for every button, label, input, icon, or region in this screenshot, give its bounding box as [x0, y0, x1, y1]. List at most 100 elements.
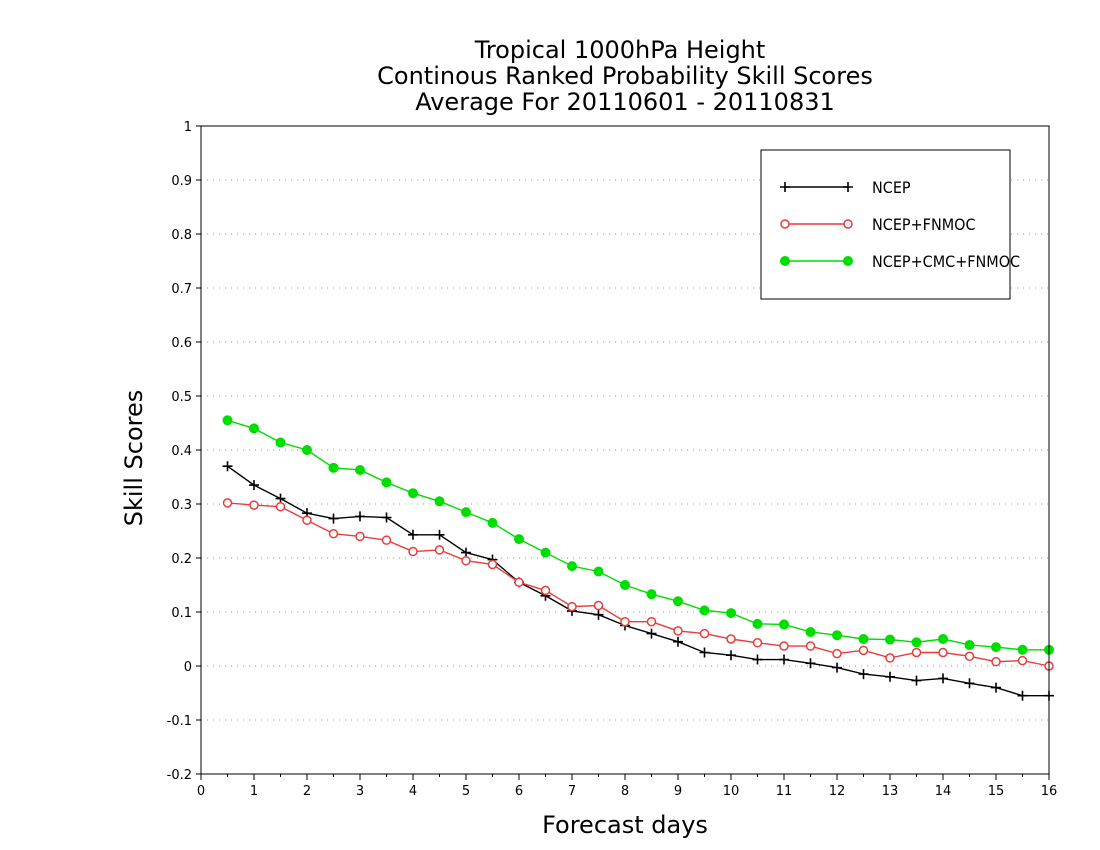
legend-label: NCEP+CMC+FNMOC — [872, 252, 1020, 271]
data-point — [646, 589, 657, 600]
x-tick-label: 7 — [568, 784, 576, 799]
data-point — [646, 628, 657, 639]
data-point — [832, 662, 842, 673]
data-point — [461, 555, 471, 566]
title-line-2: Continous Ranked Probability Skill Score… — [377, 62, 873, 90]
x-tick-label: 3 — [356, 784, 364, 799]
legend-marker — [780, 182, 790, 192]
data-point — [699, 605, 710, 616]
data-point — [593, 609, 604, 620]
data-point — [302, 515, 312, 525]
legend-entry: NCEP+FNMOC — [780, 215, 976, 234]
legend-marker — [780, 219, 790, 229]
data-point — [991, 682, 1001, 693]
data-point — [249, 500, 259, 510]
data-point — [1017, 655, 1028, 666]
data-point — [275, 493, 286, 504]
series-ncep — [222, 461, 1054, 701]
y-tick-label: 0.2 — [171, 552, 192, 567]
legend-label: NCEP — [872, 178, 911, 197]
data-point — [593, 566, 604, 577]
data-point — [805, 626, 816, 637]
data-point — [355, 511, 365, 522]
data-point — [222, 461, 233, 472]
legend-marker — [780, 256, 790, 266]
data-point — [805, 641, 816, 651]
legend-label: NCEP+FNMOC — [872, 215, 976, 234]
data-point — [593, 600, 604, 611]
data-point — [779, 641, 789, 651]
data-point — [885, 634, 895, 645]
series-lines — [222, 415, 1054, 701]
data-point — [673, 626, 683, 636]
y-tick-label: 0.7 — [171, 282, 192, 297]
data-point — [328, 462, 339, 473]
data-point — [885, 671, 895, 682]
data-point — [911, 637, 922, 648]
x-tick-label: 11 — [776, 784, 793, 799]
data-point — [885, 653, 895, 663]
data-point — [434, 529, 445, 540]
x-tick-label: 6 — [515, 784, 523, 799]
legend-entry: NCEP+CMC+FNMOC — [780, 252, 1020, 271]
legend-marker — [843, 256, 853, 266]
data-point — [991, 656, 1001, 667]
title-line-3: Average For 20110601 - 20110831 — [415, 88, 835, 116]
data-point — [726, 608, 736, 619]
y-tick-label: 0.5 — [171, 390, 192, 405]
y-tick-label: -0.2 — [167, 768, 192, 783]
data-point — [381, 477, 392, 488]
x-tick-label: 15 — [988, 784, 1005, 799]
chart-title: Tropical 1000hPa Height Continous Ranked… — [377, 36, 873, 116]
data-point — [673, 636, 683, 647]
data-point — [699, 647, 710, 658]
data-point — [832, 648, 842, 659]
x-tick-label: 9 — [674, 784, 682, 799]
y-tick-label: 0 — [184, 660, 192, 675]
data-point — [567, 601, 577, 612]
data-point — [222, 498, 233, 508]
data-point — [275, 437, 286, 448]
data-point — [1017, 644, 1028, 655]
series-ncep-cmc-fnmoc — [222, 415, 1054, 655]
legend: NCEP NCEP+FNMOC NCEP+CMC+FNMOC — [760, 149, 1020, 300]
data-point — [461, 507, 471, 518]
data-point — [487, 559, 498, 570]
y-tick-label: 0.4 — [171, 444, 192, 459]
data-point — [752, 638, 763, 648]
data-point — [726, 650, 736, 661]
data-point — [805, 658, 816, 669]
data-point — [752, 654, 763, 665]
data-point — [858, 645, 869, 656]
x-tick-label: 4 — [409, 784, 417, 799]
data-point — [964, 651, 975, 662]
axis-ticks: -0.2-0.100.10.20.30.40.50.60.70.80.910 1 2… — [167, 120, 1058, 799]
data-point — [355, 531, 365, 542]
data-point — [991, 642, 1001, 653]
data-point — [408, 488, 418, 499]
data-point — [938, 634, 948, 644]
data-point — [408, 546, 418, 557]
data-point — [832, 630, 842, 641]
x-tick-label: 13 — [882, 784, 899, 799]
y-tick-label: 0.3 — [171, 498, 192, 513]
data-point — [514, 534, 524, 545]
title-line-1: Tropical 1000hPa Height — [474, 36, 766, 64]
x-tick-label: 14 — [935, 784, 952, 799]
data-point — [938, 673, 948, 684]
data-point — [858, 669, 869, 680]
data-point — [434, 496, 445, 507]
y-tick-label: 0.6 — [171, 336, 192, 351]
y-tick-label: 0.8 — [171, 228, 192, 243]
data-point — [964, 678, 975, 689]
x-axis-label: Forecast days — [542, 811, 708, 839]
data-point — [726, 634, 736, 644]
data-point — [408, 529, 418, 540]
y-tick-label: 1 — [184, 120, 192, 135]
data-point — [540, 547, 551, 558]
data-point — [381, 512, 392, 523]
data-point — [355, 464, 365, 475]
data-point — [275, 501, 286, 512]
data-point — [620, 616, 630, 627]
legend-marker — [843, 219, 853, 229]
